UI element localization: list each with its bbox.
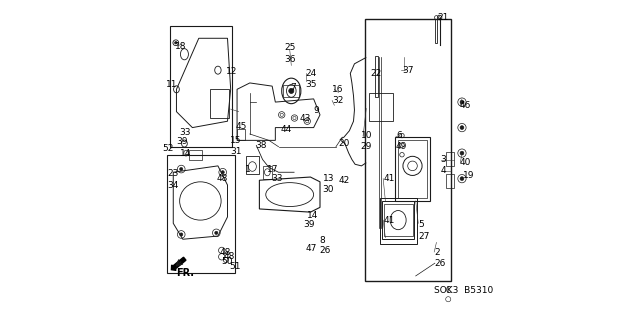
Text: 39: 39 xyxy=(176,137,188,146)
Text: 44: 44 xyxy=(280,125,291,134)
Bar xyxy=(170,26,232,147)
Text: 13: 13 xyxy=(323,174,334,183)
Text: 15: 15 xyxy=(230,136,241,145)
Text: 29: 29 xyxy=(361,142,372,151)
Text: 34: 34 xyxy=(168,181,179,189)
Text: 11: 11 xyxy=(166,80,178,89)
Text: SOK3  B5310: SOK3 B5310 xyxy=(434,286,493,295)
Text: 14: 14 xyxy=(307,211,318,220)
Bar xyxy=(369,93,394,121)
Circle shape xyxy=(460,151,464,155)
Text: 41: 41 xyxy=(383,216,394,225)
Bar xyxy=(446,174,454,188)
FancyArrow shape xyxy=(172,257,186,270)
Text: 1: 1 xyxy=(245,165,251,174)
Text: 42: 42 xyxy=(339,176,349,185)
Text: 48: 48 xyxy=(220,248,231,256)
Text: 19: 19 xyxy=(463,171,474,180)
Circle shape xyxy=(180,233,183,236)
Text: 39: 39 xyxy=(303,220,315,229)
Text: 33: 33 xyxy=(271,174,283,183)
Bar xyxy=(398,140,427,198)
Circle shape xyxy=(221,171,224,174)
Text: 26: 26 xyxy=(434,259,445,268)
Text: 10: 10 xyxy=(361,131,372,140)
Text: 20: 20 xyxy=(339,139,350,148)
Text: 25: 25 xyxy=(284,43,296,52)
Text: 6: 6 xyxy=(396,131,402,140)
Circle shape xyxy=(460,126,464,130)
Text: 23: 23 xyxy=(168,169,179,178)
Bar xyxy=(262,166,272,179)
Text: 26: 26 xyxy=(319,246,331,255)
Bar xyxy=(210,89,229,118)
Bar xyxy=(167,155,236,273)
Text: 12: 12 xyxy=(226,67,237,76)
Text: 32: 32 xyxy=(332,96,344,105)
Text: 35: 35 xyxy=(306,80,317,89)
Text: 27: 27 xyxy=(419,232,429,241)
Text: 50: 50 xyxy=(221,257,233,266)
Text: 17: 17 xyxy=(268,165,279,174)
Text: 48: 48 xyxy=(223,252,235,261)
Bar xyxy=(246,156,259,174)
Text: 49: 49 xyxy=(396,142,407,151)
Text: 16: 16 xyxy=(332,85,344,94)
Text: 4: 4 xyxy=(440,166,446,175)
Bar xyxy=(435,19,437,43)
Circle shape xyxy=(289,88,294,93)
Text: 41: 41 xyxy=(383,174,394,183)
Bar xyxy=(237,129,245,140)
Text: 2: 2 xyxy=(434,248,440,256)
Text: 30: 30 xyxy=(323,185,334,194)
Text: 14: 14 xyxy=(180,149,191,158)
Bar xyxy=(380,198,417,244)
Text: 37: 37 xyxy=(403,66,414,75)
Circle shape xyxy=(460,177,464,181)
Circle shape xyxy=(175,41,177,44)
Text: C: C xyxy=(446,286,451,295)
Circle shape xyxy=(460,100,464,104)
Text: 33: 33 xyxy=(179,128,191,137)
Text: 43: 43 xyxy=(300,114,310,122)
Bar xyxy=(446,152,454,166)
Text: 46: 46 xyxy=(460,101,471,110)
Circle shape xyxy=(215,231,218,234)
Text: 7: 7 xyxy=(291,83,296,92)
Bar xyxy=(395,137,430,201)
Text: 36: 36 xyxy=(284,55,296,63)
Text: 45: 45 xyxy=(235,122,246,130)
Text: 5: 5 xyxy=(419,220,424,229)
Text: 18: 18 xyxy=(175,42,186,51)
Text: 51: 51 xyxy=(229,262,241,271)
Text: 31: 31 xyxy=(230,147,241,156)
Text: 52: 52 xyxy=(162,144,173,153)
Text: 8: 8 xyxy=(319,236,325,245)
Bar xyxy=(384,204,413,236)
Text: 48: 48 xyxy=(216,174,228,183)
Bar xyxy=(284,85,300,97)
Text: 21: 21 xyxy=(437,13,449,22)
Text: FR.: FR. xyxy=(176,268,194,278)
Text: 38: 38 xyxy=(255,141,267,150)
Bar xyxy=(382,201,414,239)
Circle shape xyxy=(180,167,183,171)
Bar xyxy=(375,56,378,97)
Text: 3: 3 xyxy=(440,155,446,164)
Text: 22: 22 xyxy=(371,69,381,78)
Text: 47: 47 xyxy=(306,244,317,253)
Text: 40: 40 xyxy=(460,158,471,167)
Bar xyxy=(189,150,202,160)
Text: 24: 24 xyxy=(306,69,317,78)
Text: 9: 9 xyxy=(313,106,319,115)
Bar xyxy=(365,19,451,281)
